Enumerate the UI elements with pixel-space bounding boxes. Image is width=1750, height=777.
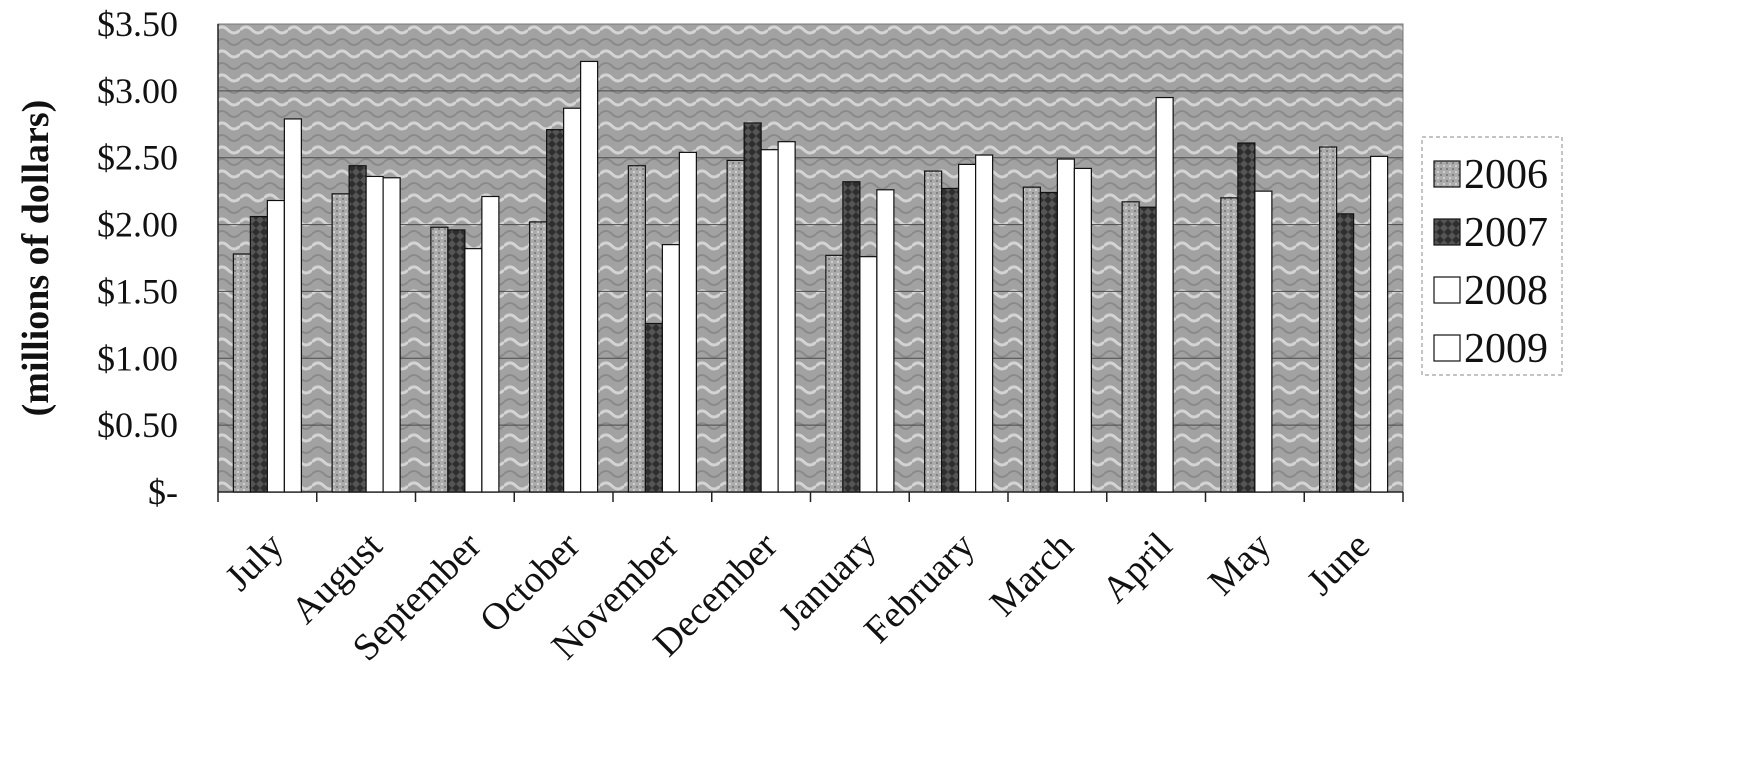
legend-label-2008: 2008 <box>1464 268 1548 314</box>
legend-swatch-2009 <box>1433 334 1461 362</box>
legend-label-2009: 2009 <box>1464 326 1548 372</box>
y-tick-label: $1.00 <box>97 338 178 378</box>
y-tick-label: $0.50 <box>97 405 178 445</box>
bar-2006-march <box>1022 186 1041 493</box>
bar-2008-may <box>1254 190 1273 493</box>
bar-2008-november <box>661 244 680 493</box>
bar-2007-june <box>1336 213 1355 493</box>
y-tick-label: $1.50 <box>97 271 178 311</box>
bar-2006-november <box>627 165 646 493</box>
bar-2008-august <box>365 175 384 493</box>
bar-2007-august <box>348 165 367 493</box>
bar-2006-july <box>232 253 251 493</box>
bar-2007-march <box>1039 191 1058 493</box>
bar-2008-october <box>563 107 582 493</box>
bar-2009-august <box>382 177 401 493</box>
legend-swatch-2007 <box>1433 218 1461 246</box>
bar-2008-july <box>266 199 285 493</box>
bar-2006-may <box>1220 197 1239 493</box>
bar-2007-july <box>249 215 268 493</box>
bar-2009-june <box>1370 155 1389 493</box>
x-category-label: March <box>982 525 1082 625</box>
bar-2009-july <box>283 118 302 493</box>
bar-2009-november <box>678 151 697 493</box>
bar-2007-november <box>644 322 663 493</box>
bar-2006-february <box>924 170 943 493</box>
bar-2009-january <box>876 189 895 493</box>
bar-2009-december <box>777 141 796 493</box>
bar-2008-december <box>760 149 779 493</box>
bar-2006-january <box>825 254 844 493</box>
bar-2006-october <box>529 221 548 493</box>
bar-2009-february <box>975 154 994 493</box>
x-category-label: June <box>1299 525 1378 604</box>
bar-2007-january <box>842 181 861 493</box>
bar-2007-september <box>447 229 466 493</box>
bar-2007-december <box>743 122 762 493</box>
bar-2008-march <box>1056 158 1075 493</box>
bar-2006-april <box>1121 201 1140 493</box>
bar-2008-january <box>859 256 878 493</box>
x-category-label: April <box>1094 525 1180 611</box>
bar-2009-september <box>481 195 500 493</box>
y-tick-label: $3.50 <box>97 4 178 44</box>
bar-2008-april <box>1155 96 1174 493</box>
x-category-label: May <box>1200 525 1279 604</box>
bar-2006-june <box>1319 146 1338 493</box>
bar-2007-april <box>1138 206 1157 493</box>
y-axis-title: (millions of dollars) <box>15 100 57 417</box>
legend-label-2006: 2006 <box>1464 152 1548 198</box>
bar-2007-may <box>1237 142 1256 493</box>
bar-2006-december <box>726 159 745 493</box>
bar-2008-september <box>464 248 483 493</box>
legend-swatch-2008 <box>1433 276 1461 304</box>
x-category-label: July <box>217 525 292 600</box>
bar-2006-september <box>430 226 449 493</box>
bar-2007-october <box>546 129 565 493</box>
y-tick-label: $2.50 <box>97 138 178 178</box>
bar-2009-october <box>580 60 599 493</box>
y-tick-label: $2.00 <box>97 205 178 245</box>
bar-2009-march <box>1073 167 1092 493</box>
bar-2008-february <box>958 163 977 493</box>
bar-2006-august <box>331 193 350 493</box>
y-tick-label: $3.00 <box>97 71 178 111</box>
y-tick-label: $- <box>148 472 178 512</box>
plot-area <box>217 23 1404 493</box>
x-category-label: February <box>856 525 983 652</box>
legend-label-2007: 2007 <box>1464 210 1548 256</box>
bar-2007-february <box>941 187 960 493</box>
legend-swatch-2006 <box>1433 160 1461 188</box>
